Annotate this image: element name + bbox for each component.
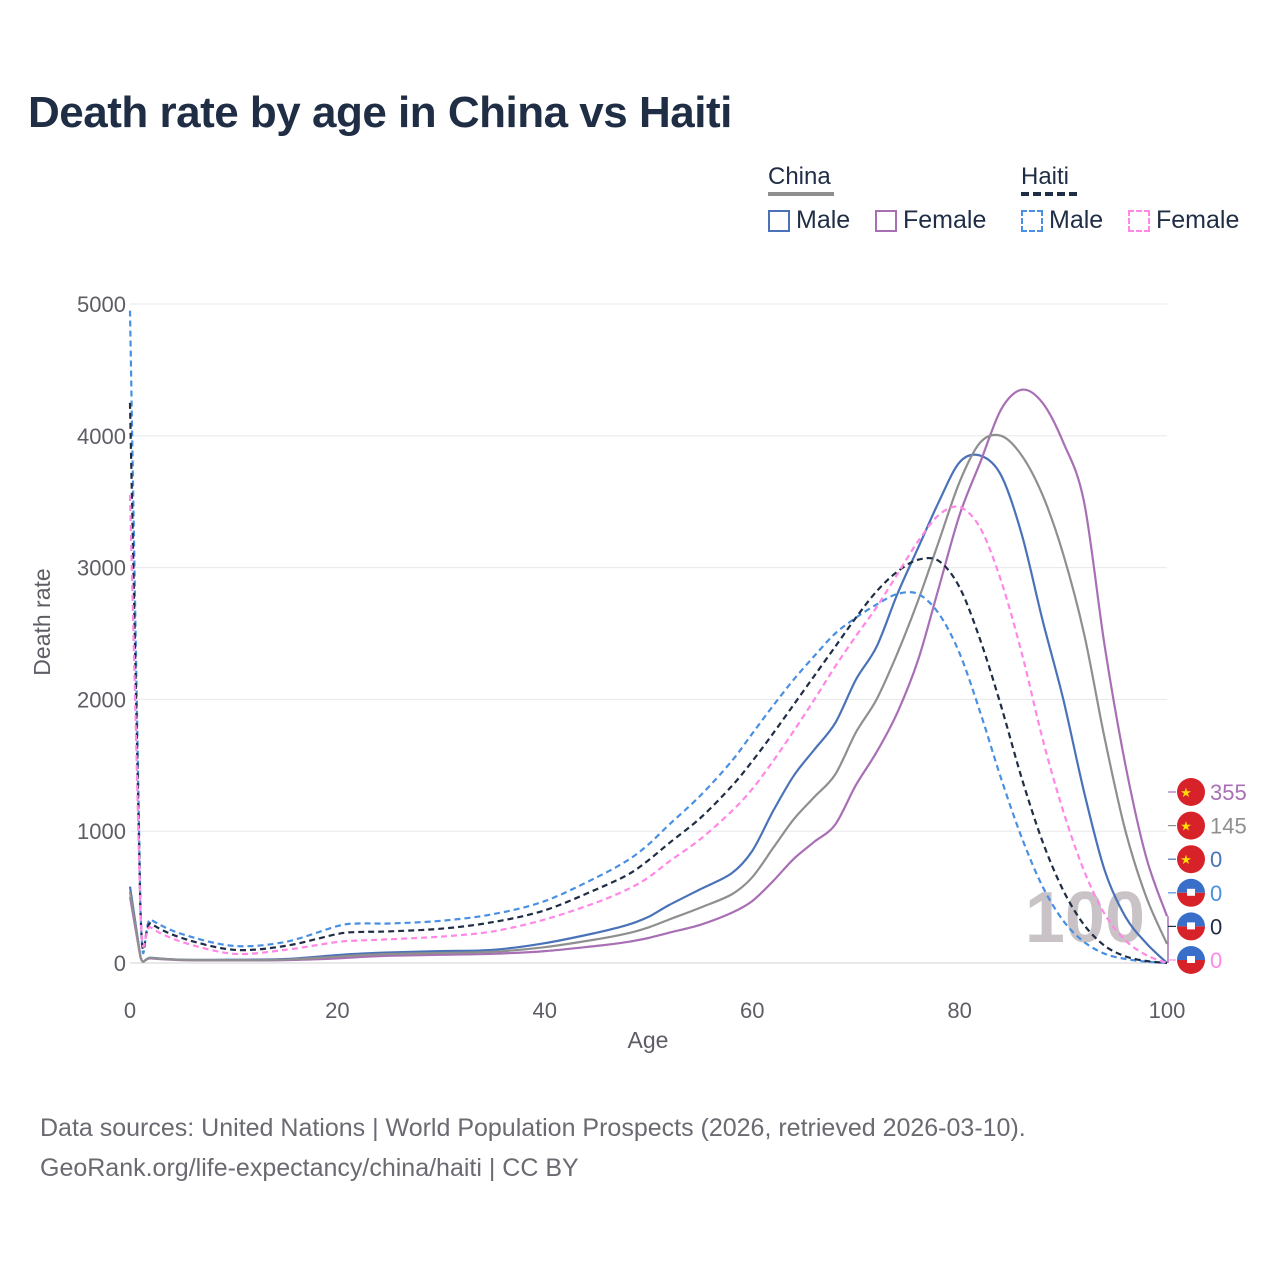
series-line-china-female [128, 388, 1169, 963]
y-axis-label: Death rate [29, 568, 55, 675]
haiti-flag-bottom-icon [1177, 892, 1205, 907]
series-lines [128, 310, 1169, 965]
legend-item-haiti-female[interactable]: Female [1128, 206, 1239, 235]
legend-group-haiti-label: Haiti [1021, 163, 1070, 190]
source-line-1: Data sources: United Nations | World Pop… [40, 1114, 1026, 1142]
china-flag-star-icon: ★ [1180, 785, 1192, 800]
y-tick-label-5000: 5000 [77, 292, 126, 317]
x-tick-label-80: 80 [947, 998, 971, 1023]
china-flag-icon [1177, 811, 1205, 840]
end-label-value: 0 [1210, 948, 1222, 973]
y-axis-ticks: 0 1000 2000 3000 4000 5000 [77, 292, 126, 976]
x-tick-label-40: 40 [533, 998, 557, 1023]
source-line-2[interactable]: GeoRank.org/life-expectancy/china/haiti … [40, 1154, 579, 1182]
legend-china-line-sample [768, 192, 834, 196]
haiti-flag-top-icon [1177, 912, 1205, 927]
x-tick-label-0: 0 [124, 998, 136, 1023]
end-label-value: 145 [1210, 814, 1247, 839]
china-flag-star-icon: ★ [1180, 852, 1192, 867]
end-label-value: 0 [1210, 881, 1222, 906]
legend-label-china-male: Male [796, 206, 851, 234]
series-line-china-male [128, 453, 1168, 964]
end-label-value: 0 [1210, 914, 1222, 939]
haiti-flag-emblem-icon [1187, 888, 1195, 896]
haiti-flag-top-icon [1177, 878, 1205, 893]
legend-item-china-male[interactable]: Male [768, 206, 850, 235]
y-tick-label-1000: 1000 [77, 819, 126, 844]
end-label-china-female: ★ 355 [1168, 778, 1247, 806]
end-label-value: 355 [1210, 780, 1247, 805]
end-label-haiti-both: 0 [1168, 912, 1222, 941]
haiti-flag-bottom-icon [1177, 960, 1205, 974]
haiti-flag-emblem-icon [1187, 922, 1195, 930]
grid-lines [130, 303, 1167, 964]
legend-haiti-line-sample [1021, 192, 1077, 196]
series-line-haiti-male [128, 310, 1168, 965]
x-tick-label-60: 60 [740, 998, 764, 1023]
legend-group-china: China [768, 163, 834, 196]
source-note: Data sources: United Nations | World Pop… [40, 1108, 1026, 1188]
y-tick-label-2000: 2000 [77, 687, 126, 712]
legend-label-haiti-female: Female [1156, 206, 1240, 234]
haiti-flag-top-icon [1177, 946, 1205, 960]
series-line-china-both [128, 433, 1169, 963]
end-label-china-both: ★ 145 [1168, 811, 1247, 840]
legend-swatch-haiti-female [1128, 210, 1150, 232]
series-line-haiti-female [128, 495, 1168, 965]
legend-group-china-label: China [768, 163, 831, 190]
y-tick-label-0: 0 [114, 951, 126, 976]
end-label-haiti-male: 0 [1168, 878, 1222, 907]
legend-swatch-china-female [875, 210, 897, 232]
y-tick-label-3000: 3000 [77, 556, 126, 581]
legend-item-china-female[interactable]: Female [875, 206, 986, 235]
x-axis-label: Age [628, 1027, 669, 1053]
x-tick-label-20: 20 [325, 998, 349, 1023]
end-label-value: 0 [1210, 847, 1222, 872]
haiti-flag-bottom-icon [1177, 926, 1205, 941]
legend-swatch-haiti-male [1021, 210, 1043, 232]
haiti-flag-emblem-icon [1187, 956, 1195, 963]
chart-title: Death rate by age in China vs Haiti [28, 88, 732, 137]
legend-swatch-china-male [768, 210, 790, 232]
legend-label-china-female: Female [903, 206, 987, 234]
end-label-china-male: ★ 0 [1168, 845, 1222, 874]
legend-item-haiti-male[interactable]: Male [1021, 206, 1103, 235]
series-line-haiti-both [128, 402, 1168, 965]
legend-label-haiti-male: Male [1049, 206, 1104, 234]
legend-group-haiti: Haiti [1021, 163, 1077, 196]
china-flag-icon [1177, 845, 1205, 874]
y-tick-label-4000: 4000 [77, 424, 126, 449]
x-axis-ticks: 0 20 40 60 80 100 [124, 998, 1185, 1023]
end-label-haiti-female: 0 [1168, 946, 1222, 974]
china-flag-icon [1177, 778, 1205, 806]
china-flag-star-icon: ★ [1180, 819, 1192, 834]
x-tick-label-100: 100 [1149, 998, 1186, 1023]
